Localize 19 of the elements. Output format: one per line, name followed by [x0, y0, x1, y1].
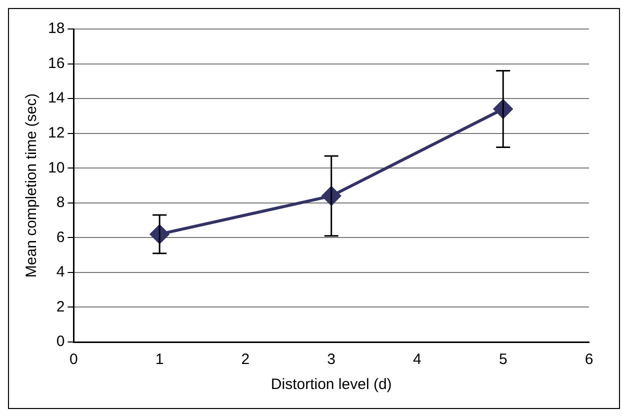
y-tick-label: 0 [56, 333, 65, 350]
x-tick-label: 3 [327, 351, 336, 368]
y-tick-label: 12 [48, 124, 65, 142]
x-axis-title: Distortion level (d) [270, 376, 392, 394]
x-tick-label: 5 [498, 351, 508, 368]
y-tick-label: 10 [48, 159, 65, 176]
y-tick-label: 14 [48, 90, 65, 107]
y-tick-label: 6 [56, 228, 65, 246]
y-tick-label: 18 [48, 20, 65, 38]
x-tick-label: 6 [584, 351, 594, 368]
x-tick-label: 1 [155, 351, 164, 368]
x-tick-label: 4 [413, 351, 422, 368]
y-tick-label: 2 [56, 298, 65, 316]
y-axis-title: Mean completion time (sec) [23, 93, 40, 278]
y-tick-label: 8 [56, 194, 65, 212]
x-tick-label: 0 [70, 351, 78, 368]
y-tick-label: 4 [56, 264, 65, 281]
x-tick-label: 2 [241, 351, 250, 368]
y-tick-label: 16 [48, 54, 65, 72]
